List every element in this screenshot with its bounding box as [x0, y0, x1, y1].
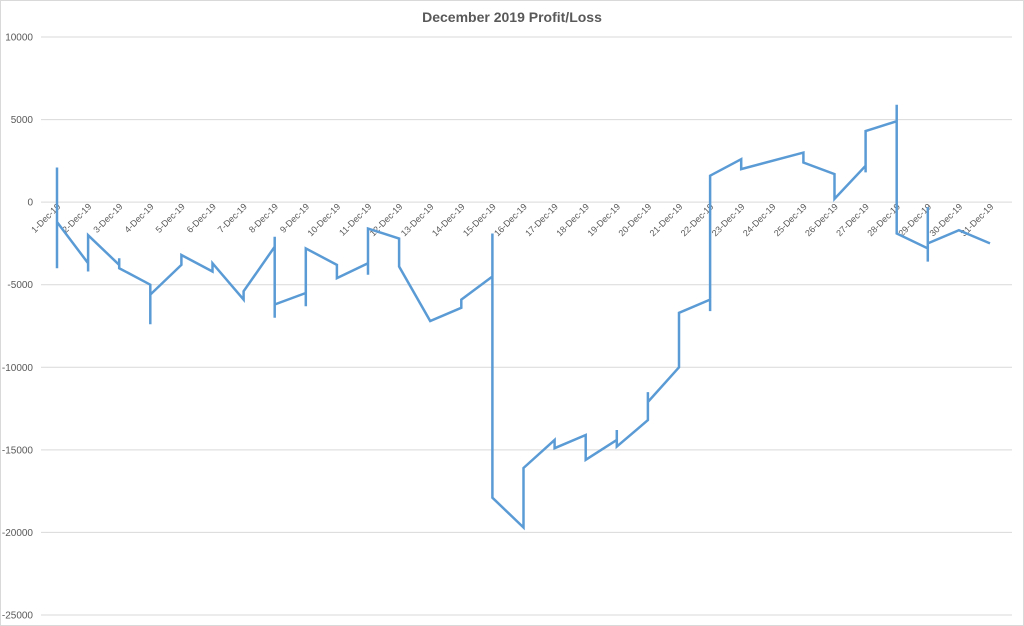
y-tick-label: 5000 [11, 115, 34, 126]
y-tick-label: 0 [27, 198, 33, 209]
x-tick-label: 3-Dec-19 [91, 201, 124, 234]
y-tick-label: -10000 [2, 363, 34, 374]
y-tick-label: -15000 [2, 445, 34, 456]
x-tick-label: 7-Dec-19 [216, 201, 249, 234]
chart-title: December 2019 Profit/Loss [422, 9, 602, 25]
series-line [55, 104, 991, 531]
x-tick-label: 5-Dec-19 [154, 201, 187, 234]
y-tick-label: -5000 [7, 280, 33, 291]
x-tick-label: 4-Dec-19 [122, 201, 155, 234]
x-tick-label: 8-Dec-19 [247, 201, 280, 234]
x-tick-label: 2-Dec-19 [60, 201, 93, 234]
y-tick-label: -25000 [2, 611, 34, 622]
x-tick-label: 6-Dec-19 [185, 201, 218, 234]
y-tick-label: -20000 [2, 528, 34, 539]
x-tick-label: 10-Dec-19 [306, 201, 343, 238]
y-tick-label: 10000 [5, 33, 33, 44]
